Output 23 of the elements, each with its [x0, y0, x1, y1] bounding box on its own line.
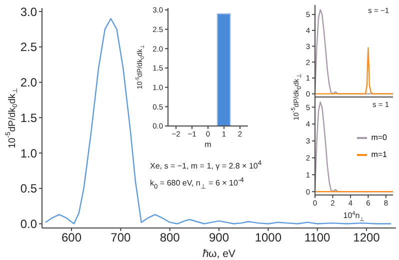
annotation: Xe, s = −1, m = 1, γ = 2.8 × 10$^{4}$ — [150, 160, 262, 171]
legend-label: m=1 — [371, 150, 387, 159]
legend-label: m=0 — [371, 133, 387, 142]
x-tick-label: 600 — [61, 230, 82, 245]
y-tick-label: 3.0 — [20, 4, 38, 19]
line-series — [44, 18, 392, 224]
y-tick-label: 0.5 — [20, 182, 38, 196]
y-tick-label: 1.0 — [20, 146, 38, 160]
y-tick-label: 0.0 — [20, 217, 38, 232]
x-tick-label: 900 — [208, 230, 230, 245]
x-axis-title: 10$^{4}$n$_{⊥}$ — [343, 211, 365, 223]
y-tick-label: 2.0 — [20, 76, 38, 90]
x-tick-label: 1200 — [353, 230, 380, 245]
x-tick-label: 800 — [160, 230, 180, 245]
x-tick-label: 700 — [110, 230, 131, 245]
line-series — [315, 47, 393, 94]
x-axis-title: ℏω, eV — [202, 248, 236, 260]
y-tick-label: 1.5 — [20, 110, 38, 125]
annotation: k$_{0}$ = 680 eV, n$_{⊥}$ = 6 × 10$^{-4}$ — [150, 177, 244, 190]
x-tick-label: 1100 — [304, 230, 331, 245]
x-tick-label: 1000 — [254, 230, 282, 245]
y-tick-label: 2.5 — [20, 40, 38, 54]
x-axis-title: m — [204, 140, 212, 149]
